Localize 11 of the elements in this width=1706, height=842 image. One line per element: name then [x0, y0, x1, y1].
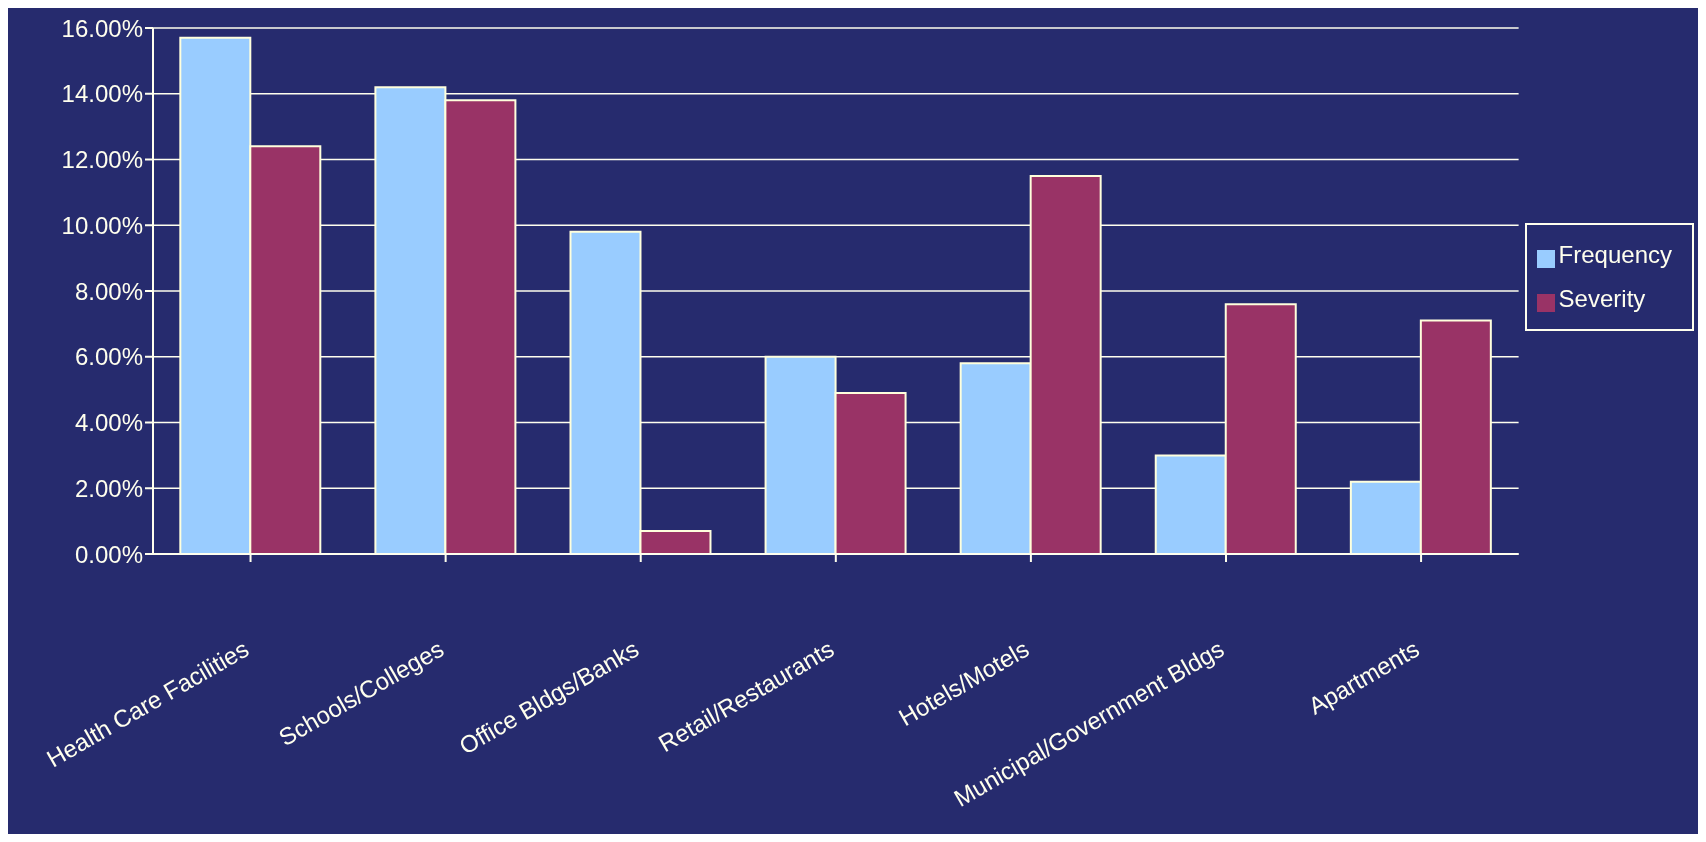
- y-tick-label: 4.00%: [74, 409, 143, 437]
- y-tick-label: 0.00%: [74, 540, 143, 568]
- y-tick-label: 12.00%: [61, 146, 143, 174]
- legend-label: Severity: [1558, 285, 1646, 312]
- y-tick-label: 2.00%: [74, 474, 143, 502]
- y-tick-label: 6.00%: [74, 343, 143, 371]
- legend-label: Frequency: [1558, 241, 1672, 268]
- y-tick-label: 10.00%: [61, 211, 143, 239]
- y-tick-label: 16.00%: [61, 14, 143, 42]
- y-tick-label: 14.00%: [61, 80, 143, 108]
- y-tick-label: 8.00%: [74, 277, 143, 305]
